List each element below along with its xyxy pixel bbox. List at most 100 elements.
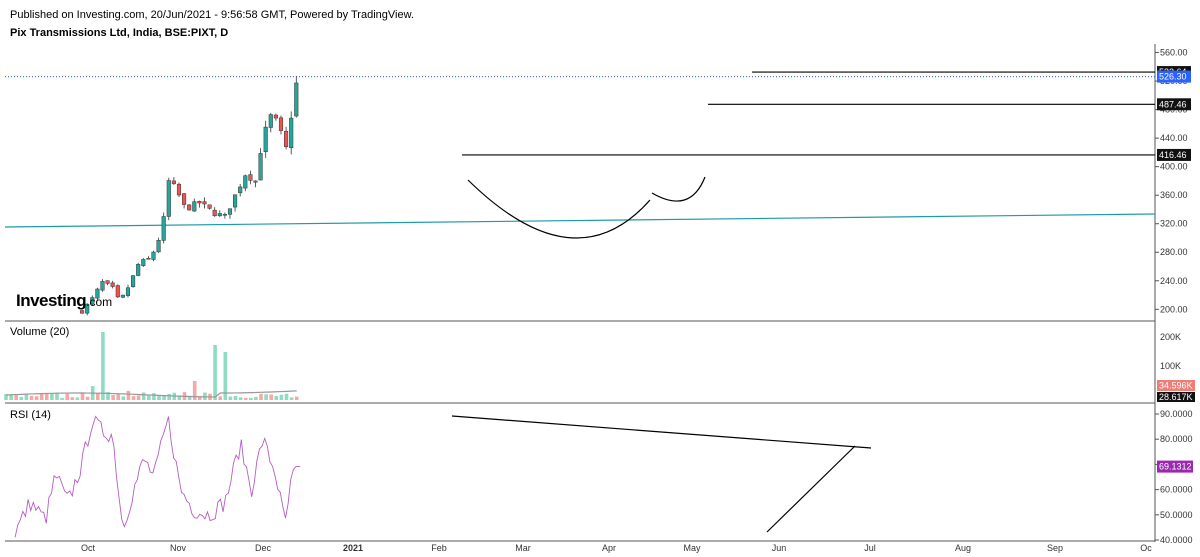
candle-down	[278, 117, 284, 131]
volume-bar	[218, 396, 222, 400]
volume-bar	[249, 397, 253, 400]
volume-last-label-2: 28.617K	[1159, 392, 1193, 402]
volume-bar	[96, 393, 100, 400]
candle-up	[156, 240, 161, 253]
horizontal-level-badge	[1157, 148, 1191, 161]
rsi-axis-label: 50.0000	[1160, 510, 1193, 520]
volume-bar	[167, 394, 171, 400]
price-axis-label: 240.00	[1160, 276, 1188, 286]
volume-bar	[111, 394, 115, 400]
volume-bar	[147, 395, 151, 400]
rsi-axis-label: 80.0000	[1160, 434, 1193, 444]
volume-bar	[243, 397, 248, 400]
volume-bar	[177, 395, 182, 400]
candle-down	[105, 280, 110, 284]
rsi-last-badge	[1157, 460, 1193, 473]
volume-bar	[75, 397, 80, 400]
x-axis-month-label: Feb	[431, 543, 447, 553]
candle-up	[136, 264, 141, 276]
volume-bar	[126, 390, 131, 400]
chart-published-line: Published on Investing.com, 20/Jun/2021 …	[10, 9, 414, 21]
rsi-falling-trendline	[451, 415, 872, 449]
volume-bar	[233, 395, 238, 400]
x-axis-month-label: Jun	[772, 543, 787, 553]
candle-up	[166, 180, 171, 217]
volume-bar	[198, 396, 202, 400]
volume-bar	[238, 397, 243, 400]
rsi-axis-label: 60.0000	[1160, 485, 1193, 495]
volume-bar	[259, 393, 263, 400]
x-axis-month-label: Apr	[602, 543, 616, 553]
volume-bar	[29, 395, 34, 400]
volume-bar	[203, 392, 207, 400]
candle-up	[253, 180, 258, 183]
volume-bar	[187, 395, 192, 400]
price-axis-label: 400.00	[1160, 162, 1188, 172]
candle-up	[289, 117, 294, 148]
volume-bar	[141, 392, 146, 400]
candle-up	[95, 288, 100, 299]
volume-bar	[34, 396, 39, 400]
x-axis-month-label: Sep	[1047, 543, 1063, 553]
rsi-last-label: 69.1312	[1159, 462, 1192, 472]
candle-down	[146, 257, 151, 260]
volume-bar	[101, 332, 105, 400]
volume-bar	[136, 395, 141, 400]
candle-up	[192, 201, 197, 212]
volume-bar	[157, 395, 161, 400]
price-axis-label: 200.00	[1160, 304, 1188, 314]
volume-bar	[9, 394, 13, 400]
volume-moving-average	[5, 390, 297, 398]
volume-bar	[254, 396, 258, 400]
rsi-axis-label: 40.0000	[1160, 535, 1193, 545]
candle-down	[273, 114, 278, 119]
volume-last-label-1: 34.596K	[1159, 381, 1193, 391]
price-axis-label: 320.00	[1160, 219, 1188, 229]
volume-axis-label: 100K	[1160, 361, 1181, 371]
volume-bar	[228, 396, 233, 400]
candle-down	[248, 174, 253, 181]
x-axis-month-label: 2021	[343, 543, 363, 553]
volume-bar	[80, 392, 85, 400]
volume-bar	[131, 396, 136, 400]
candle-up	[268, 114, 273, 128]
candle-up	[217, 213, 222, 217]
candle-down	[80, 310, 85, 314]
candle-up	[85, 303, 90, 314]
volume-bar	[19, 397, 24, 400]
rsi-axis-label: 90.0000	[1160, 409, 1193, 419]
volume-bar	[269, 394, 273, 400]
candle-up	[90, 297, 95, 305]
candle-up	[120, 294, 125, 298]
x-axis-month-label: Jul	[864, 543, 876, 553]
volume-bar	[279, 394, 284, 400]
volume-bar	[85, 396, 90, 400]
candle-up	[161, 216, 166, 241]
chart-instrument-title: Pix Transmissions Ltd, India, BSE:PIXT, …	[10, 27, 229, 39]
horizontal-level-label: 416.46	[1159, 150, 1187, 160]
volume-bar	[45, 394, 49, 400]
volume-bar	[70, 397, 75, 400]
volume-last-badge-1	[1157, 380, 1195, 391]
volume-bar	[213, 345, 217, 400]
x-axis-month-label: Aug	[955, 543, 971, 553]
x-axis-month-label: Mar	[515, 543, 531, 553]
price-axis-label: 280.00	[1160, 247, 1188, 257]
volume-axis-label: 200K	[1160, 332, 1181, 342]
candle-down	[187, 204, 192, 211]
price-axis-label: 560.00	[1160, 48, 1188, 58]
candle-down	[207, 204, 212, 209]
rsi-panel-label: RSI (14)	[10, 409, 51, 421]
rsi-line	[14, 415, 301, 538]
volume-bar	[152, 393, 156, 400]
volume-bar	[55, 392, 59, 400]
volume-bar	[4, 394, 8, 400]
x-axis-month-label: Dec	[255, 543, 272, 553]
volume-bar	[14, 395, 18, 400]
volume-panel-label: Volume (20)	[10, 326, 70, 338]
volume-bar	[264, 394, 268, 400]
handle-arc	[651, 176, 706, 202]
candle-down	[284, 131, 289, 148]
volume-bar	[192, 380, 197, 400]
